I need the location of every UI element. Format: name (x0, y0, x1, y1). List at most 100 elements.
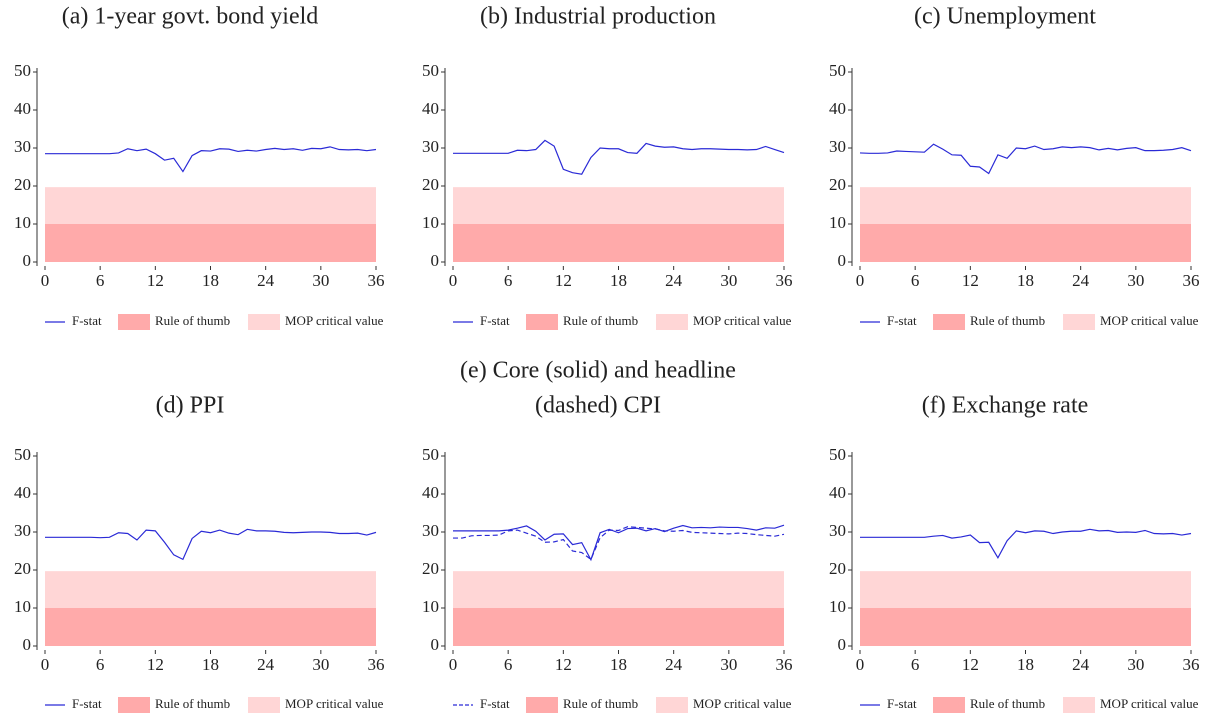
y-tick-label: 20 (829, 175, 846, 194)
x-tick-label: 24 (257, 655, 275, 674)
x-tick-label: 24 (257, 271, 275, 290)
chart-title: (d) PPI (156, 393, 225, 419)
x-tick-label: 36 (1183, 271, 1200, 290)
y-tick-label: 30 (422, 137, 439, 156)
y-tick-label: 50 (422, 445, 439, 464)
f-stat-line (45, 146, 377, 173)
f-stat-line (859, 143, 1192, 175)
y-tick-label: 20 (14, 175, 31, 194)
y-tick-label: 30 (14, 137, 31, 156)
x-tick-label: 18 (1017, 655, 1034, 674)
y-tick-label: 40 (422, 99, 439, 118)
threshold-band (453, 224, 784, 262)
legend-label: MOP critical value (285, 313, 384, 328)
legend-label: F-stat (887, 313, 917, 328)
y-tick-label: 50 (829, 445, 846, 464)
legend-label: F-stat (72, 696, 102, 711)
y-tick-label: 20 (14, 559, 31, 578)
legend-label: MOP critical value (693, 313, 792, 328)
legend-label: F-stat (72, 313, 102, 328)
x-tick-label: 12 (147, 271, 164, 290)
y-tick-label: 0 (431, 635, 440, 654)
y-tick-label: 0 (838, 635, 847, 654)
x-tick-label: 6 (504, 271, 513, 290)
y-tick-label: 30 (422, 521, 439, 540)
legend-swatch (248, 314, 280, 330)
x-tick-label: 36 (368, 271, 385, 290)
legend-label: MOP critical value (1100, 696, 1199, 711)
x-tick-label: 12 (555, 655, 572, 674)
legend-swatch (118, 697, 150, 713)
threshold-band (453, 608, 784, 646)
x-tick-label: 6 (911, 655, 920, 674)
y-tick-label: 40 (14, 99, 31, 118)
x-tick-label: 24 (665, 271, 683, 290)
x-tick-label: 36 (1183, 655, 1200, 674)
x-tick-label: 12 (147, 655, 164, 674)
x-tick-label: 0 (41, 655, 50, 674)
y-tick-label: 0 (23, 251, 32, 270)
x-tick-label: 30 (312, 271, 329, 290)
x-tick-label: 24 (1072, 655, 1090, 674)
x-tick-label: 24 (665, 655, 683, 674)
x-tick-label: 6 (504, 655, 513, 674)
x-tick-label: 6 (911, 271, 920, 290)
threshold-band (860, 224, 1191, 262)
legend-swatch (248, 697, 280, 713)
y-tick-label: 50 (14, 445, 31, 464)
legend-label: Rule of thumb (155, 313, 230, 328)
y-tick-label: 10 (422, 213, 439, 232)
legend-swatch (1063, 697, 1095, 713)
x-tick-label: 0 (449, 655, 458, 674)
x-tick-label: 18 (610, 655, 627, 674)
legend-label: Rule of thumb (563, 313, 638, 328)
chart-title: (f) Exchange rate (922, 393, 1089, 419)
x-tick-label: 30 (720, 271, 737, 290)
legend-label: MOP critical value (1100, 313, 1199, 328)
x-tick-label: 0 (856, 655, 865, 674)
threshold-band (45, 224, 376, 262)
legend-label: MOP critical value (693, 696, 792, 711)
legend-label: F-stat (480, 696, 510, 711)
y-tick-label: 0 (431, 251, 440, 270)
y-tick-label: 50 (829, 61, 846, 80)
f-stat-line (453, 524, 785, 562)
x-tick-label: 6 (96, 655, 105, 674)
x-tick-label: 0 (856, 271, 865, 290)
x-tick-label: 18 (202, 271, 219, 290)
legend-label: Rule of thumb (970, 313, 1045, 328)
x-tick-label: 18 (1017, 271, 1034, 290)
y-tick-label: 40 (422, 483, 439, 502)
x-tick-label: 12 (962, 271, 979, 290)
y-tick-label: 10 (14, 597, 31, 616)
legend-label: Rule of thumb (563, 696, 638, 711)
y-tick-label: 40 (829, 483, 846, 502)
x-tick-label: 24 (1072, 271, 1090, 290)
y-tick-label: 40 (829, 99, 846, 118)
f-stat-line (45, 528, 377, 561)
x-tick-label: 18 (610, 271, 627, 290)
y-tick-label: 10 (422, 597, 439, 616)
threshold-band (860, 608, 1191, 646)
legend-swatch (526, 697, 558, 713)
x-tick-label: 36 (776, 655, 793, 674)
y-tick-label: 40 (14, 483, 31, 502)
y-tick-label: 30 (829, 137, 846, 156)
x-tick-label: 0 (449, 271, 458, 290)
chart-title: (dashed) CPI (535, 393, 661, 419)
legend-swatch (656, 314, 688, 330)
f-stat-line (453, 526, 785, 561)
legend-swatch (656, 697, 688, 713)
legend-label: MOP critical value (285, 696, 384, 711)
y-tick-label: 0 (23, 635, 32, 654)
x-tick-label: 0 (41, 271, 50, 290)
legend-label: F-stat (480, 313, 510, 328)
x-tick-label: 36 (776, 271, 793, 290)
x-tick-label: 30 (1127, 271, 1144, 290)
x-tick-label: 6 (96, 271, 105, 290)
y-tick-label: 20 (422, 559, 439, 578)
legend-label: Rule of thumb (155, 696, 230, 711)
y-tick-label: 10 (829, 597, 846, 616)
y-tick-label: 30 (829, 521, 846, 540)
